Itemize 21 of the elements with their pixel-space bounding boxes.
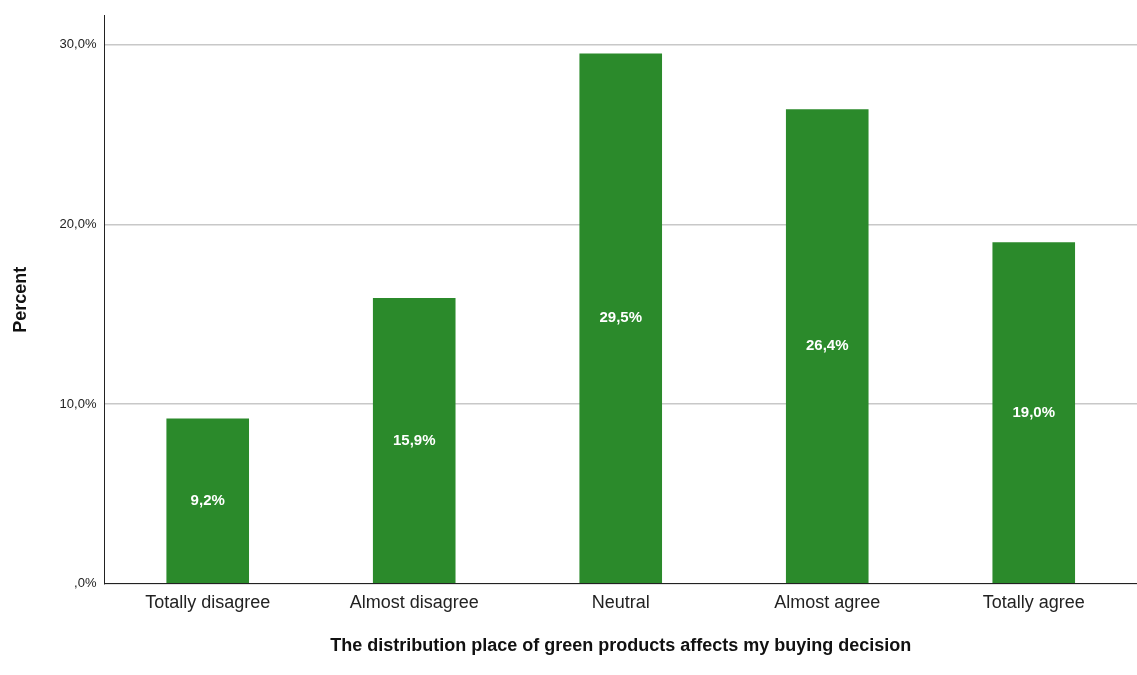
x-tick-label: Neutral <box>591 591 650 612</box>
data-label: 29,5% <box>599 308 642 326</box>
y-tick-label: 30,0% <box>59 36 97 52</box>
data-label: 19,0% <box>1012 402 1056 420</box>
bar <box>785 109 869 584</box>
bar <box>372 298 456 584</box>
y-tick-label: 10,0% <box>59 395 97 411</box>
x-axis-title: The distribution place of green products affects my buying decision <box>330 635 912 656</box>
y-axis-title: Percent <box>9 266 30 333</box>
data-label: 26,4% <box>805 336 849 354</box>
y-tick-label: ,0% <box>74 575 97 591</box>
x-tick-label: Totally agree <box>982 591 1085 612</box>
x-tick-label: Totally disagree <box>145 591 271 612</box>
x-tick-label: Almost agree <box>774 591 881 612</box>
y-tick-label: 20,0% <box>59 215 97 231</box>
data-label: 15,9% <box>392 430 436 448</box>
bar <box>579 53 663 584</box>
data-label: 9,2% <box>190 490 225 508</box>
bar <box>992 242 1076 584</box>
bar <box>166 418 250 584</box>
x-tick-label: Almost disagree <box>349 591 479 612</box>
